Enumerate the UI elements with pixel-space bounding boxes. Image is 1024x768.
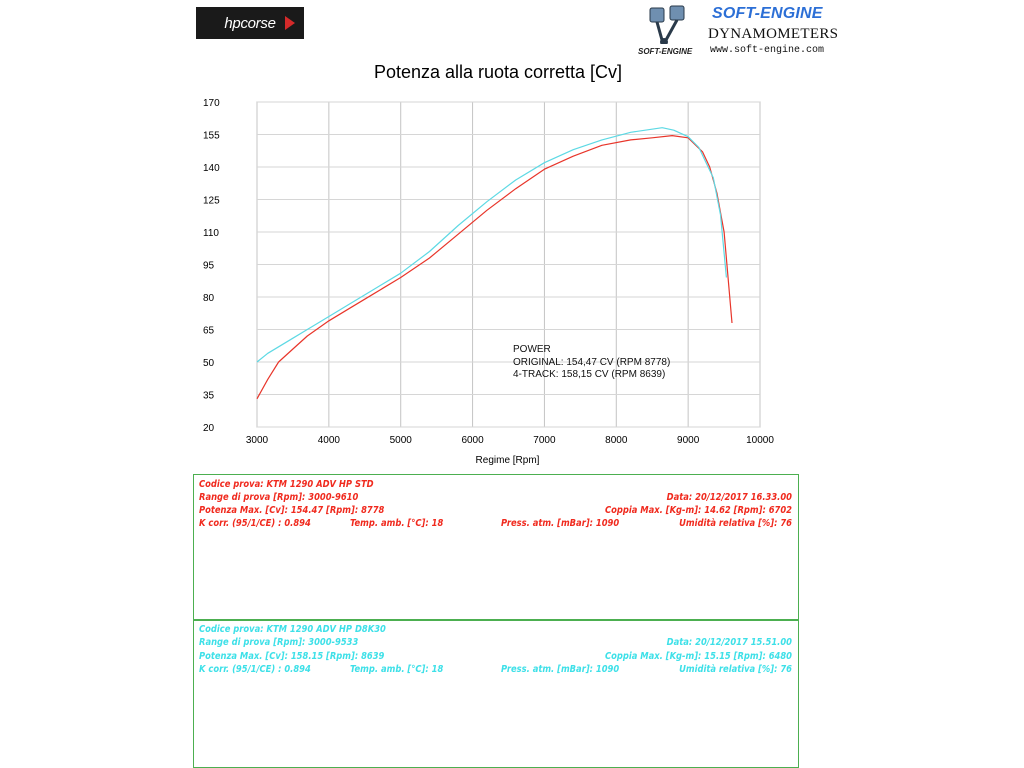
chart-series bbox=[256, 127, 733, 400]
test-max-torque: Coppia Max. [Kg-m]: 14.62 [Rpm]: 6702 bbox=[605, 505, 792, 516]
test-code: Codice prova: KTM 1290 ADV HP D8K30 bbox=[199, 624, 386, 635]
test-temp: Temp. amb. [°C]: 18 bbox=[350, 664, 444, 675]
test-kcorr: K corr. (95/1/CE) : 0.894 bbox=[199, 664, 311, 675]
annotation-original: ORIGINAL: 154,47 CV (RPM 8778) bbox=[513, 356, 671, 368]
test-kcorr: K corr. (95/1/CE) : 0.894 bbox=[199, 518, 311, 529]
x-tick-label: 10000 bbox=[746, 435, 774, 446]
y-tick-label: 50 bbox=[203, 358, 215, 369]
y-tick-label: 140 bbox=[203, 163, 220, 174]
x-tick-label: 5000 bbox=[390, 435, 413, 446]
se-badge-text: SOFT-ENGINE bbox=[638, 47, 693, 56]
test-panel-4track: Codice prova: KTM 1290 ADV HP D8K30 Rang… bbox=[193, 620, 799, 768]
x-tick-label: 3000 bbox=[246, 435, 269, 446]
panel-row: K corr. (95/1/CE) : 0.894 Temp. amb. [°C… bbox=[199, 663, 792, 676]
test-pressure: Press. atm. [mBar]: 1090 bbox=[501, 518, 620, 529]
se-url-text: www.soft-engine.com bbox=[710, 45, 825, 56]
power-annotation: POWER ORIGINAL: 154,47 CV (RPM 8778) 4-T… bbox=[513, 344, 670, 382]
soft-engine-logo: SOFT-ENGINE SOFT-ENGINE DYNAMOMETERS www… bbox=[636, 2, 839, 60]
test-humidity: Umidità relativa [%]: 76 bbox=[679, 518, 792, 529]
x-tick-label: 6000 bbox=[461, 435, 484, 446]
y-tick-label: 155 bbox=[203, 131, 220, 142]
y-tick-label: 80 bbox=[203, 293, 215, 304]
panel-row: Potenza Max. [Cv]: 154.47 [Rpm]: 8778 Co… bbox=[199, 504, 792, 517]
se-brand-text: SOFT-ENGINE bbox=[712, 5, 823, 22]
y-tick-label: 65 bbox=[203, 326, 215, 337]
y-tick-label: 20 bbox=[203, 423, 215, 434]
x-tick-label: 4000 bbox=[318, 435, 341, 446]
panel-row: Codice prova: KTM 1290 ADV HP D8K30 bbox=[199, 623, 792, 636]
se-subtitle-text: DYNAMOMETERS bbox=[708, 26, 839, 42]
y-tick-label: 35 bbox=[203, 391, 215, 402]
hpcorse-logo-text: hpcorse bbox=[224, 14, 276, 32]
panel-row: Range di prova [Rpm]: 3000-9533 Data: 20… bbox=[199, 636, 792, 649]
series-line-original bbox=[256, 135, 733, 400]
series-line-4-track bbox=[256, 127, 727, 363]
test-humidity: Umidità relativa [%]: 76 bbox=[679, 664, 792, 675]
test-code: Codice prova: KTM 1290 ADV HP STD bbox=[199, 479, 374, 490]
panel-row: Potenza Max. [Cv]: 158.15 [Rpm]: 8639 Co… bbox=[199, 650, 792, 663]
chart-ticks: 3000 4000 5000 6000 7000 8000 9000 10000 20 35 50 6… bbox=[203, 98, 774, 446]
test-range: Range di prova [Rpm]: 3000-9533 bbox=[199, 637, 359, 648]
test-date: Data: 20/12/2017 15.51.00 bbox=[666, 637, 792, 648]
panel-row: K corr. (95/1/CE) : 0.894 Temp. amb. [°C… bbox=[199, 517, 792, 530]
panel-row: Range di prova [Rpm]: 3000-9610 Data: 20… bbox=[199, 491, 792, 504]
test-max-power: Potenza Max. [Cv]: 154.47 [Rpm]: 8778 bbox=[199, 505, 385, 516]
chart-grid bbox=[256, 101, 761, 428]
y-tick-label: 125 bbox=[203, 196, 220, 207]
hpcorse-swoosh-icon bbox=[285, 16, 295, 30]
test-range: Range di prova [Rpm]: 3000-9610 bbox=[199, 492, 359, 503]
test-temp: Temp. amb. [°C]: 18 bbox=[350, 518, 444, 529]
y-tick-label: 170 bbox=[203, 98, 220, 109]
x-tick-label: 8000 bbox=[605, 435, 628, 446]
power-chart: 3000 4000 5000 6000 7000 8000 9000 10000 20 35 50 6… bbox=[203, 98, 774, 466]
annotation-4track: 4-TRACK: 158,15 CV (RPM 8639) bbox=[513, 369, 666, 380]
x-axis-label: Regime [Rpm] bbox=[476, 455, 540, 466]
test-max-power: Potenza Max. [Cv]: 158.15 [Rpm]: 8639 bbox=[199, 651, 385, 662]
y-tick-label: 110 bbox=[203, 228, 219, 239]
test-date: Data: 20/12/2017 16.33.00 bbox=[666, 492, 792, 503]
test-panel-original: Codice prova: KTM 1290 ADV HP STD Range … bbox=[193, 474, 799, 620]
pistons-icon: SOFT-ENGINE bbox=[636, 5, 698, 56]
test-max-torque: Coppia Max. [Kg-m]: 15.15 [Rpm]: 6480 bbox=[605, 651, 792, 662]
x-tick-label: 7000 bbox=[533, 435, 556, 446]
x-tick-label: 9000 bbox=[677, 435, 700, 446]
panel-row: Codice prova: KTM 1290 ADV HP STD bbox=[199, 478, 792, 491]
y-tick-label: 95 bbox=[203, 261, 215, 272]
annotation-title: POWER bbox=[513, 344, 551, 355]
hpcorse-logo: hpcorse bbox=[196, 7, 304, 39]
test-pressure: Press. atm. [mBar]: 1090 bbox=[501, 664, 620, 675]
chart-title: Potenza alla ruota corretta [Cv] bbox=[373, 62, 623, 82]
